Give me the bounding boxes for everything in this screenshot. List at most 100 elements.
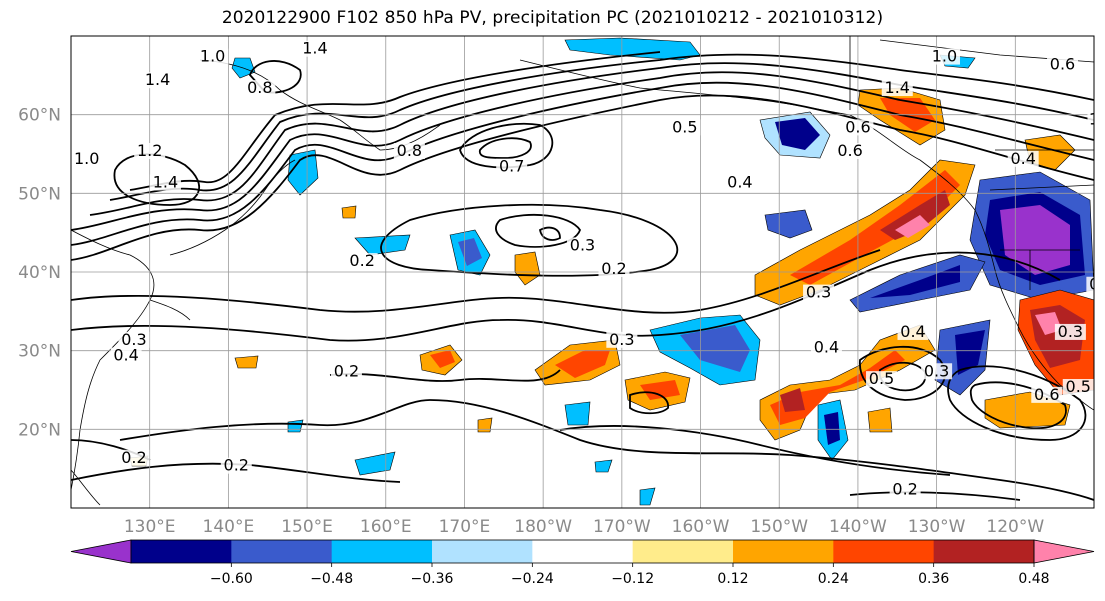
colorbar-tick-label: −0.24 [511, 571, 554, 587]
colorbar-tick-label: −0.36 [411, 571, 454, 587]
contour-label: 0.3 [567, 235, 598, 254]
colorbar-segment [733, 540, 834, 563]
contour-label: 1.4 [142, 70, 174, 89]
precipitation-shading [129, 37, 1094, 506]
contour-label-text: 0.2 [334, 361, 359, 380]
contour-label-text: 0.3 [1058, 322, 1083, 341]
lat-tick-label: 30°N [18, 342, 61, 362]
colorbar-tick-label: 0.12 [717, 571, 748, 587]
latitude-labels: 20°N 30°N 40°N 50°N 60°N [18, 106, 61, 441]
contour-label: 0.4 [810, 338, 842, 357]
colorbar-tick-label: −0.60 [210, 571, 253, 587]
contour-label: 0.2 [346, 251, 378, 270]
colorbar-segment [231, 540, 333, 563]
colorbar-tick-label: 0.36 [918, 571, 949, 587]
contour-label: 0.4 [897, 322, 929, 341]
contour-label: 0.2 [598, 259, 630, 278]
contour-label-text: 0.2 [121, 448, 146, 467]
contour-label-text: 0.4 [1089, 275, 1105, 294]
contour-label-text: 0.3 [924, 361, 949, 380]
coastlines [71, 36, 1094, 506]
colorbar-segment [833, 540, 935, 563]
colorbar-tick-label: −0.12 [611, 571, 654, 587]
longitude-labels: 130°E 140°E 150°E 160°E 170°E 180°W 170°W 160°W… [124, 517, 1045, 537]
contour-label: 0.8 [244, 78, 276, 97]
contour-label-text: 0.3 [121, 330, 146, 349]
contour-label: 1.4 [299, 39, 331, 58]
lon-tick-label: 170°E [439, 517, 491, 537]
contour-label-text: 0.8 [397, 141, 422, 160]
contour-label: 1.4 [149, 172, 181, 191]
contour-label: 1.0 [197, 47, 229, 66]
contour-label-text: 0.4 [814, 338, 839, 357]
contour-label-text: 0.3 [806, 283, 831, 302]
contour-label-text: 0.4 [113, 346, 138, 365]
contour-label: 1.0 [71, 149, 103, 168]
lon-tick-label: 160°E [360, 517, 412, 537]
contour-label-text: 0.7 [499, 157, 524, 176]
contour-label-text: 1.4 [885, 78, 910, 97]
contour-label-text: 0.2 [892, 479, 917, 498]
colorbar-tick-label: 0.24 [818, 571, 849, 587]
contour-label: 0.6 [834, 141, 866, 160]
lat-tick-label: 50°N [18, 184, 61, 204]
contour-label-text: 0.3 [609, 330, 634, 349]
contour-label: 0.7 [496, 157, 528, 176]
lon-tick-label: 130°E [124, 517, 176, 537]
contour-label: 0.5 [1062, 377, 1094, 396]
colorbar-segment [933, 540, 1035, 563]
contour-label-text: 1.0 [200, 47, 225, 66]
contour-label: 0.5 [669, 117, 701, 136]
contour-label: 0.3 [1054, 322, 1086, 341]
contour-label: 0.6 [1047, 54, 1079, 73]
lon-tick-label: 130°W [908, 517, 966, 537]
contour-label-text: 0.2 [349, 251, 374, 270]
contour-label-text: 1 [1089, 110, 1099, 129]
contour-label-text: 0.4 [900, 322, 925, 341]
contour-label: 0.4 [724, 172, 756, 191]
contour-labels: 1.0 1.4 1.4 0.8 1.2 1.4 1.0 0.7 0.8 0.5 0.4 0.6 0.6 1… [71, 39, 1105, 498]
lat-tick-label: 40°N [18, 263, 61, 283]
colorbar-segment [532, 540, 634, 563]
colorbar-segment [632, 540, 734, 563]
lon-tick-label: 150°W [750, 517, 808, 537]
contour-label-text: 0.4 [727, 172, 752, 191]
contour-label-text: 1.2 [137, 141, 162, 160]
contour-label: 0.2 [889, 479, 921, 498]
colorbar-extend-low [70, 539, 132, 564]
contour-label: 1.2 [134, 141, 166, 160]
contour-label-text: 1.0 [74, 149, 99, 168]
contour-label: 1.0 [928, 47, 960, 66]
contour-label-text: 1.4 [153, 172, 178, 191]
lat-tick-label: 60°N [18, 106, 61, 126]
gridlines [71, 36, 1094, 508]
contour-label: 0.3 [118, 330, 150, 349]
lon-tick-label: 140°E [203, 517, 255, 537]
colorbar-segment [331, 540, 433, 563]
contour-label-text: 0.5 [869, 369, 894, 388]
colorbar-extend-high [1033, 539, 1095, 564]
contour-label: 0.2 [220, 456, 252, 475]
lon-tick-label: 160°W [672, 517, 730, 537]
contour-label-text: 0.6 [1050, 54, 1075, 73]
lat-tick-label: 20°N [18, 420, 61, 440]
lon-tick-label: 170°W [593, 517, 651, 537]
contour-label: 0.2 [118, 448, 150, 467]
contour-label-text: 1.0 [932, 47, 957, 66]
contour-label-text: 1.4 [145, 70, 170, 89]
contour-label: 0.5 [866, 369, 898, 388]
lon-tick-label: 120°W [986, 517, 1044, 537]
contour-label: 0.2 [330, 361, 362, 380]
lon-tick-label: 150°E [281, 517, 333, 537]
contour-label: 0.3 [921, 361, 953, 380]
contour-label: 0.4 [1007, 149, 1039, 168]
colorbar-segment [432, 540, 533, 563]
contour-label-text: 0.3 [570, 235, 595, 254]
contour-label-text: 1.4 [302, 39, 327, 58]
contour-label: 1.4 [881, 78, 913, 97]
contour-label-text: 0.5 [1066, 377, 1091, 396]
colorbar-tick-label: −0.48 [310, 571, 353, 587]
contour-label: 0.6 [1031, 385, 1063, 404]
contour-label-text: 0.6 [1034, 385, 1059, 404]
